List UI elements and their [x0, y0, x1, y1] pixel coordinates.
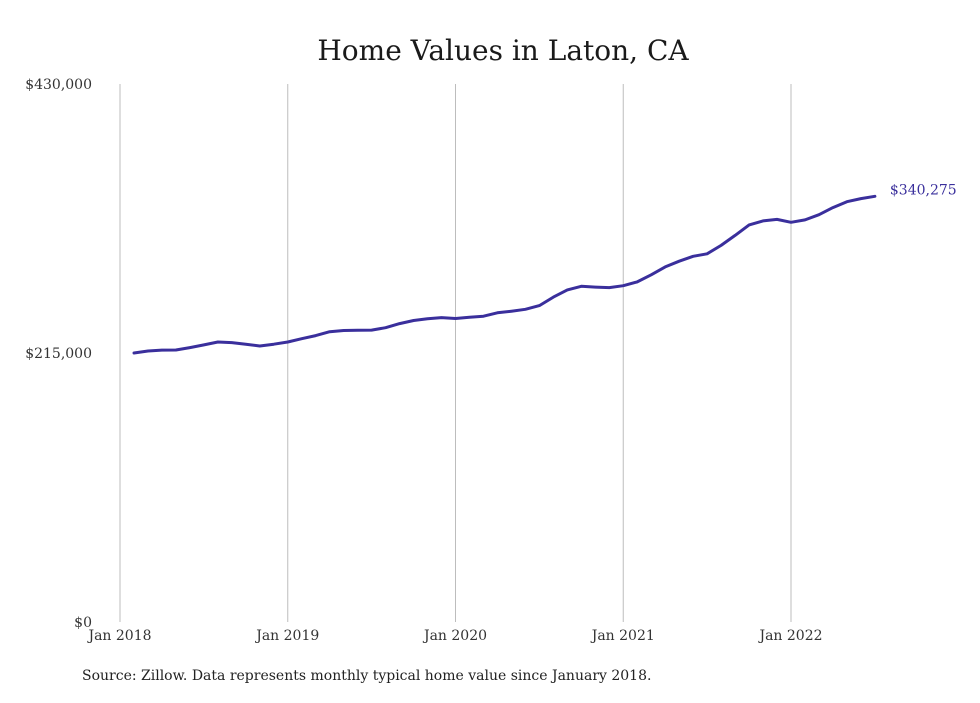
y-tick-label: $215,000: [25, 346, 92, 362]
series-line: [132, 194, 877, 355]
source-note: Source: Zillow. Data represents monthly …: [82, 668, 652, 684]
y-tick-label: $0: [74, 615, 92, 631]
series-end-label: $340,275: [890, 182, 957, 198]
x-tick-label: Jan 2021: [590, 628, 655, 644]
x-tick-label: Jan 2018: [86, 628, 151, 644]
chart-title: Home Values in Laton, CA: [317, 34, 689, 67]
series-layer: $340,275: [132, 182, 957, 355]
x-tick-label: Jan 2019: [254, 628, 319, 644]
x-tick-label: Jan 2020: [422, 628, 487, 644]
y-axis: $0 $215,000 $430,000: [25, 77, 92, 631]
x-axis: Jan 2018 Jan 2019 Jan 2020 Jan 2021 Jan 2022: [86, 628, 822, 644]
y-tick-label: $430,000: [25, 77, 92, 93]
grid-lines: [119, 84, 792, 622]
x-tick-label: Jan 2022: [757, 628, 822, 644]
